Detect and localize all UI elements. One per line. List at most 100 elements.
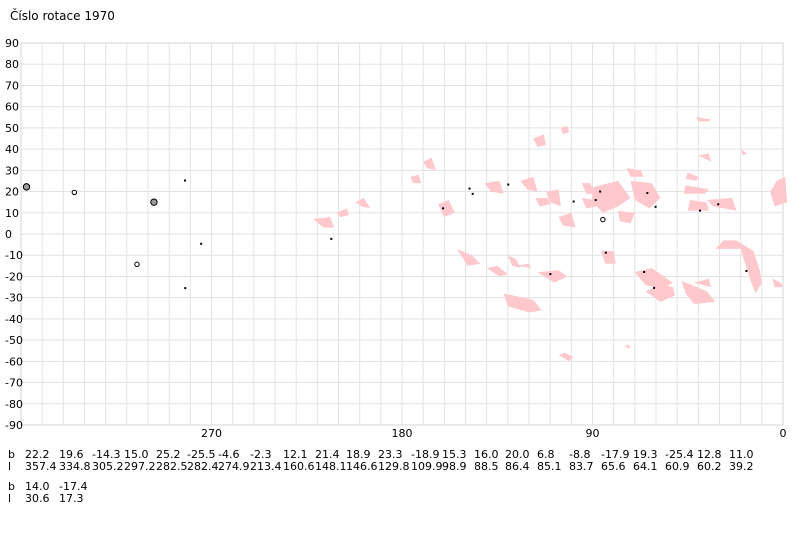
active-region	[410, 174, 422, 184]
chart-canvas: 90 80 70 60 50 40 30 20 10 0 -10 -20 -30 -40 -50 -60 -70…	[5, 37, 788, 440]
active-region	[560, 125, 570, 135]
active-region	[698, 153, 711, 162]
y-tick-label: -60	[5, 355, 23, 368]
active-region	[683, 185, 709, 194]
table-cell-b: 14.0	[25, 480, 50, 493]
spot-point	[471, 192, 474, 195]
y-tick-label: 10	[5, 207, 19, 220]
active-region	[581, 183, 595, 194]
table-cell-l: 85.1	[537, 460, 562, 473]
table-cell-l: 60.2	[697, 460, 722, 473]
spot-point	[654, 205, 657, 208]
active-region	[520, 176, 538, 192]
active-region	[626, 168, 644, 177]
active-region	[706, 197, 737, 211]
y-tick-label: 30	[5, 164, 19, 177]
y-tick-label: 80	[5, 58, 19, 71]
y-tick-label: -50	[5, 334, 23, 347]
region-layer	[313, 117, 788, 362]
table-cell-b: -18.9	[411, 448, 440, 461]
y-tick-label: 70	[5, 79, 19, 92]
table-cell-l: 60.9	[665, 460, 690, 473]
spot-point	[600, 216, 606, 223]
active-region	[592, 180, 631, 213]
spot-point	[745, 269, 748, 272]
spot-point	[184, 179, 187, 182]
x-tick-label: 0	[780, 427, 787, 440]
active-region	[772, 278, 783, 288]
table-cell-l: 274.9	[218, 460, 250, 473]
table-cell-b: 22.2	[25, 448, 50, 461]
table-cell-l: 83.7	[569, 460, 594, 473]
table-cell-b: 19.6	[59, 448, 84, 461]
table-cell-b: -8.8	[569, 448, 591, 461]
active-region	[681, 280, 716, 304]
table-cell-l: 305.2	[92, 460, 124, 473]
table-cell-l: 64.1	[633, 460, 658, 473]
table-cell-l: 160.6	[283, 460, 315, 473]
table-cell-b: 25.2	[156, 448, 181, 461]
spot-point	[549, 273, 552, 276]
y-tick-label: 90	[5, 37, 19, 50]
table-cell-b: -14.3	[92, 448, 121, 461]
table-cell-b: -25.4	[665, 448, 694, 461]
spot-point	[646, 192, 649, 195]
spot-layer	[22, 179, 748, 290]
grid-lines	[20, 42, 784, 426]
active-region	[715, 240, 762, 294]
y-tick-label: -20	[5, 270, 23, 283]
spot-point	[22, 183, 31, 191]
spot-point	[200, 242, 203, 245]
active-region	[696, 117, 711, 122]
chart-title: Číslo rotace 1970	[10, 9, 115, 23]
y-tick-label: -90	[5, 419, 23, 432]
active-region	[634, 268, 673, 290]
y-tick-label: -80	[5, 398, 23, 411]
table-cell-b: 12.1	[283, 448, 308, 461]
active-region	[507, 255, 521, 268]
y-tick-label: 50	[5, 122, 19, 135]
active-region	[533, 134, 546, 147]
active-region	[486, 265, 508, 277]
table-cell-l: 86.4	[505, 460, 530, 473]
active-region	[601, 251, 616, 264]
y-tick-label: 40	[5, 143, 19, 156]
spot-point	[604, 251, 607, 254]
active-region	[624, 344, 631, 349]
spot-point	[184, 287, 187, 290]
active-region	[484, 180, 504, 194]
table-cell-b: 15.0	[124, 448, 149, 461]
table-cell-l: 357.4	[25, 460, 57, 473]
table-cell-l: 88.5	[474, 460, 499, 473]
table-cell-b: -4.6	[218, 448, 240, 461]
active-region	[537, 270, 568, 283]
active-region	[685, 172, 699, 181]
active-region	[457, 248, 481, 266]
spot-point	[699, 209, 702, 212]
table-cell-b: 11.0	[729, 448, 754, 461]
active-region	[694, 278, 711, 288]
table-cell-l: 297.2	[124, 460, 156, 473]
x-tick-label: 180	[392, 427, 413, 440]
table-cell-b: -17.4	[59, 480, 88, 493]
y-axis: 90 80 70 60 50 40 30 20 10 0 -10 -20 -30 -40 -50 -60 -70…	[5, 37, 23, 432]
active-region	[313, 217, 335, 228]
active-region	[592, 189, 608, 200]
table-cell-l: 98.9	[442, 460, 467, 473]
table-cell-b: 18.9	[346, 448, 371, 461]
spot-point	[507, 183, 510, 186]
active-region	[770, 176, 788, 207]
table-cell-l: 39.2	[729, 460, 754, 473]
spot-point	[71, 189, 78, 196]
table-cell-b: 19.3	[633, 448, 658, 461]
x-tick-label: 270	[201, 427, 222, 440]
active-region	[423, 157, 436, 171]
spot-point	[717, 203, 720, 206]
y-tick-label: -40	[5, 313, 23, 326]
spot-point	[442, 207, 445, 210]
table-cell-b: 16.0	[474, 448, 499, 461]
active-region	[630, 180, 661, 209]
table-cell-b: -2.3	[250, 448, 272, 461]
y-tick-label: 60	[5, 101, 19, 114]
table-cell-l: 282.5	[156, 460, 188, 473]
